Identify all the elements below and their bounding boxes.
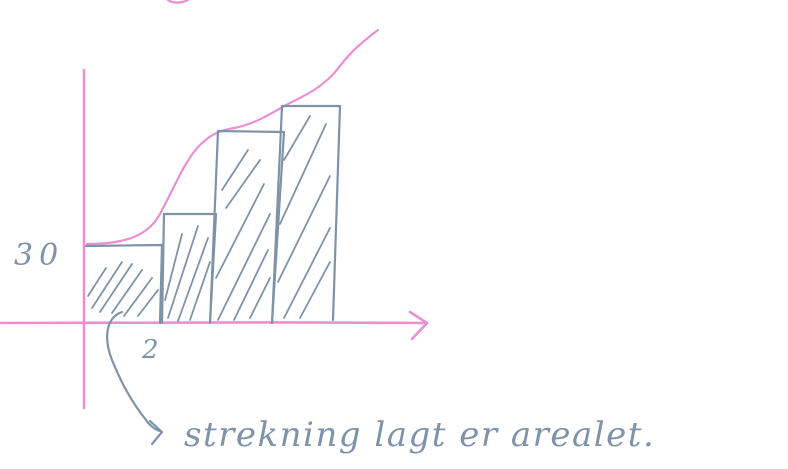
- rectangle-4: [270, 104, 342, 325]
- coordinate-axes: [0, 68, 429, 410]
- rectangle-3: [208, 129, 286, 325]
- annotation-arrow: [106, 310, 164, 446]
- arrow-stroke: [106, 310, 162, 433]
- function-curve-group: [85, 0, 380, 246]
- arrow-head: [148, 419, 164, 446]
- annotation-note: strekning lagt er arealet.: [184, 415, 655, 455]
- x-value-label: 2: [141, 335, 159, 365]
- x-axis: [0, 320, 426, 325]
- riemann-rectangles: [84, 104, 342, 325]
- function-curve: [85, 28, 380, 246]
- area-hatching: [87, 115, 331, 322]
- y-value-label: 30: [14, 238, 64, 273]
- rectangle-1: [84, 243, 164, 325]
- curve-top-fragment: [166, 0, 190, 4]
- x-axis-arrowhead: [408, 310, 429, 341]
